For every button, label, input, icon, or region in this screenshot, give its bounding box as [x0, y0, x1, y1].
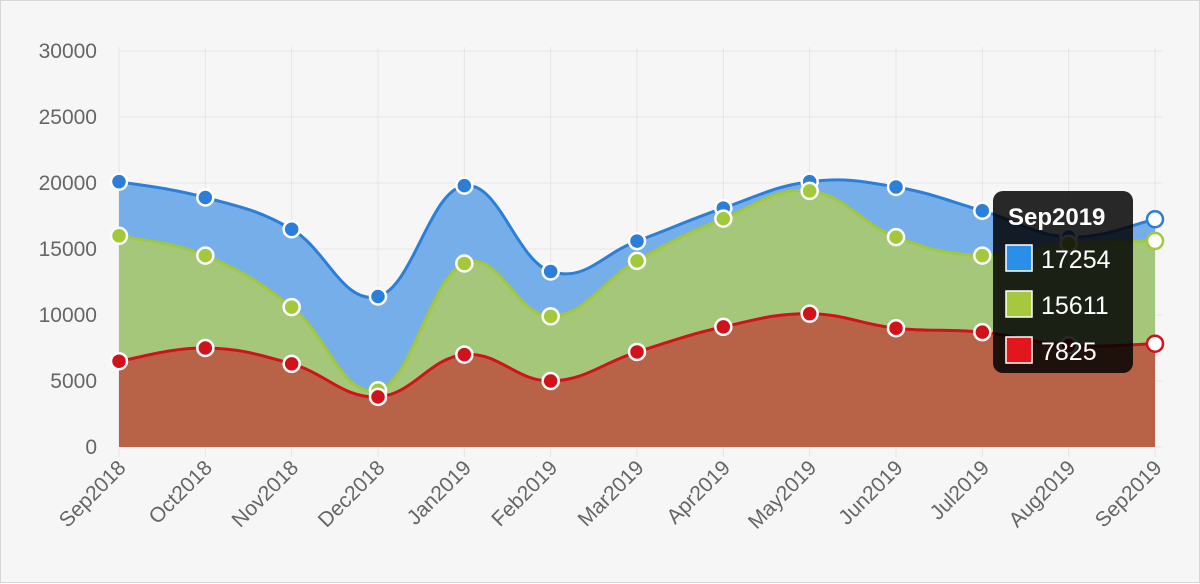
y-tick-label: 20000	[39, 172, 97, 195]
series-2-point[interactable]	[714, 209, 733, 228]
series-2-point[interactable]	[800, 181, 819, 201]
series-2-point[interactable]	[627, 251, 647, 271]
series-3-point[interactable]	[109, 351, 129, 371]
tooltip-swatch	[1005, 336, 1033, 364]
series-2-point[interactable]	[973, 246, 992, 265]
tooltip-title: Sep2019	[1008, 204, 1105, 231]
series-3-point[interactable]	[1145, 334, 1165, 353]
x-tick-label: Apr2019	[662, 456, 734, 528]
x-tick-label: Dec2018	[314, 456, 390, 532]
series-3-point[interactable]	[196, 338, 215, 358]
series-2-point[interactable]	[282, 297, 301, 317]
series-3-point[interactable]	[368, 387, 388, 407]
y-tick-label: 10000	[39, 304, 97, 327]
series-2-point[interactable]	[1145, 231, 1165, 251]
x-tick-label: Jan2019	[403, 456, 476, 529]
series-3-point[interactable]	[800, 304, 819, 323]
series-2-point[interactable]	[455, 254, 474, 273]
series-3-point[interactable]	[627, 342, 647, 362]
series-1-point[interactable]	[886, 177, 906, 197]
series-1-point[interactable]	[196, 188, 215, 207]
x-tick-label: Mar2019	[574, 456, 649, 531]
series-1-point[interactable]	[1145, 209, 1165, 229]
series-3-point[interactable]	[455, 345, 474, 364]
tooltip-box	[993, 191, 1133, 373]
y-tick-label: 25000	[39, 106, 97, 129]
x-tick-label: Oct2018	[144, 456, 216, 528]
tooltip-value: 15611	[1041, 292, 1109, 320]
series-3-point[interactable]	[714, 317, 733, 337]
x-tick-label: Jun2019	[834, 456, 907, 529]
series-areas	[119, 179, 1155, 448]
x-tick-label: Sep2019	[1091, 456, 1167, 532]
y-tick-label: 0	[85, 436, 97, 459]
series-1-point[interactable]	[973, 201, 992, 220]
x-tick-label: Feb2019	[487, 456, 562, 531]
series-1-point[interactable]	[455, 176, 474, 195]
tooltip: Sep2019 17254 15611 7825	[993, 191, 1133, 373]
tooltip-swatch	[1005, 244, 1033, 272]
series-1-point[interactable]	[109, 172, 129, 191]
x-tick-label: Aug2019	[1004, 456, 1080, 532]
tooltip-value: 17254	[1041, 246, 1111, 274]
series-1-point[interactable]	[541, 262, 560, 281]
series-2-point[interactable]	[541, 307, 560, 326]
series-3-point[interactable]	[973, 322, 992, 342]
y-tick-label: 5000	[50, 370, 97, 393]
series-1-point[interactable]	[282, 219, 301, 239]
series-2-point[interactable]	[109, 226, 129, 246]
x-tick-label: Sep2018	[55, 456, 131, 532]
tooltip-swatch	[1005, 290, 1033, 318]
series-3-point[interactable]	[886, 318, 906, 338]
series-1-point[interactable]	[627, 231, 647, 251]
y-tick-label: 30000	[39, 40, 97, 63]
x-tick-label: Jul2019	[926, 456, 994, 524]
series-3-point[interactable]	[282, 354, 301, 374]
series-3-area	[119, 313, 1155, 447]
x-tick-label: May2019	[744, 456, 821, 533]
series-2-point[interactable]	[886, 227, 906, 247]
y-tick-label: 15000	[39, 238, 97, 261]
series-2-point[interactable]	[196, 246, 215, 265]
x-tick-label: Nov2018	[227, 456, 303, 532]
series-3-point[interactable]	[541, 371, 560, 391]
tooltip-value: 7825	[1041, 338, 1097, 366]
series-1-point[interactable]	[368, 287, 388, 306]
